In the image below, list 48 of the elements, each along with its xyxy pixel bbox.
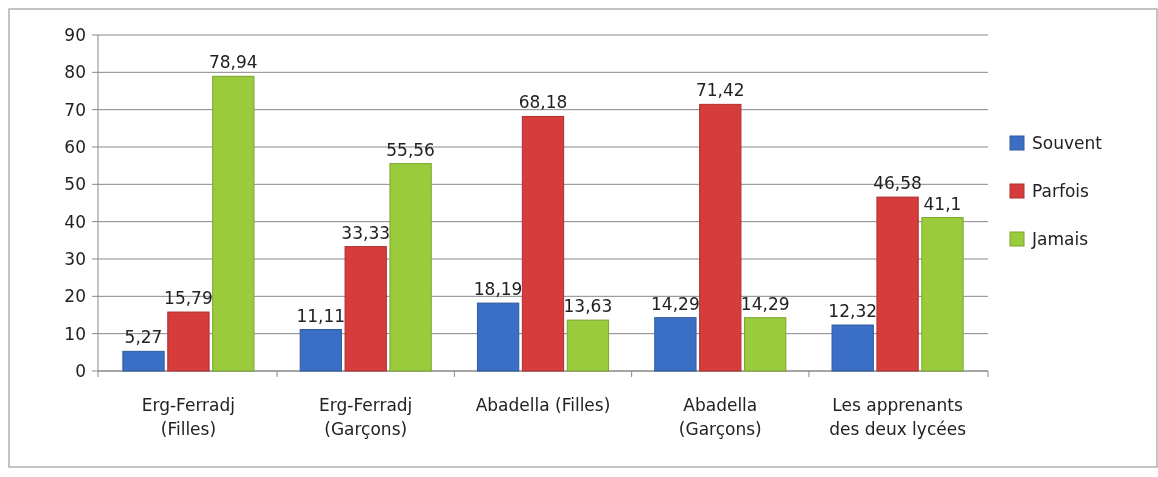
- data-label: 55,56: [386, 139, 435, 160]
- y-tick-label: 10: [64, 323, 86, 344]
- data-label: 15,79: [164, 288, 213, 309]
- data-label: 12,32: [828, 301, 878, 322]
- data-label: 18,19: [473, 279, 523, 300]
- data-label: 14,29: [651, 293, 700, 314]
- data-label: 14,29: [740, 293, 790, 314]
- bar: [699, 103, 742, 372]
- x-tick-label: Abadella (Filles): [475, 395, 611, 415]
- bar: [122, 350, 165, 372]
- bar: [521, 115, 565, 372]
- y-tick-label: 50: [64, 174, 86, 195]
- bar: [344, 246, 387, 372]
- data-label: 33,33: [341, 222, 391, 243]
- bar: [167, 311, 210, 372]
- data-label: 41,1: [923, 193, 962, 214]
- bar: [921, 217, 964, 372]
- bar: [654, 317, 697, 372]
- x-tick-label: Erg-Ferradj (Garçons): [319, 395, 413, 439]
- bar: [299, 329, 342, 372]
- bar: [566, 319, 610, 372]
- bar: [831, 324, 874, 372]
- bar: [212, 75, 255, 372]
- x-tick-label: Erg-Ferradj (Filles): [141, 395, 236, 439]
- bar: [744, 317, 787, 372]
- data-label: 13,63: [563, 296, 613, 317]
- x-tick-label: Abadella (Garçons): [678, 395, 762, 439]
- legend-label: Souvent: [1032, 132, 1103, 153]
- bar: [876, 196, 919, 372]
- y-tick-label: 20: [64, 286, 86, 307]
- data-label: 46,58: [873, 173, 922, 194]
- data-label: 71,42: [695, 80, 745, 101]
- y-tick-label: 80: [64, 62, 86, 83]
- y-tick-label: 70: [64, 99, 86, 120]
- legend-label: Parfois: [1032, 180, 1089, 201]
- legend-label: Jamais: [1031, 228, 1089, 249]
- bar: [389, 163, 432, 372]
- data-label: 11,11: [296, 305, 346, 326]
- y-tick-label: 60: [64, 136, 86, 157]
- y-tick-label: 40: [64, 211, 86, 232]
- x-tick-label: Les apprenants des deux lycées: [829, 395, 967, 439]
- data-label: 78,94: [208, 52, 258, 73]
- y-tick-label: 30: [64, 248, 86, 269]
- bar: [476, 302, 520, 372]
- y-tick-label: 0: [75, 360, 86, 381]
- data-label: 68,18: [518, 92, 568, 113]
- y-tick-label: 90: [64, 24, 86, 45]
- data-label: 5,27: [124, 327, 163, 348]
